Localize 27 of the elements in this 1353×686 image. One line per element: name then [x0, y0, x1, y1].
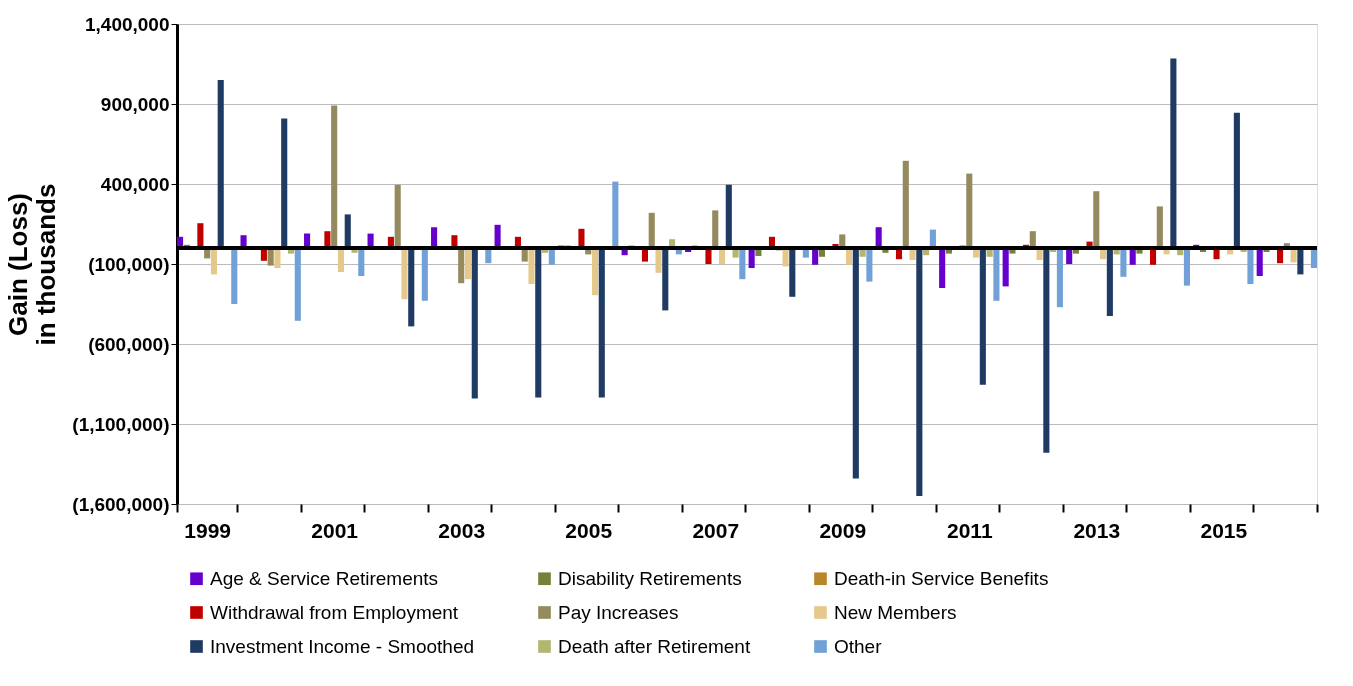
y-tick-label: (1,100,000) — [72, 413, 170, 435]
y-tick-label: (100,000) — [88, 253, 170, 275]
x-tick-label: 2013 — [1073, 518, 1121, 542]
legend-label: Other — [834, 635, 883, 657]
x-tick-label: 2005 — [565, 518, 613, 542]
legend-label: Pay Increases — [558, 601, 679, 623]
text: in thousands — [31, 183, 62, 346]
y-tick-label: (600,000) — [88, 333, 170, 355]
legend-label: Investment Income - Smoothed — [210, 635, 475, 657]
legend-label: Age & Service Retirements — [210, 567, 439, 589]
x-tick-label: 2015 — [1200, 518, 1248, 542]
x-tick-label: 2007 — [692, 518, 740, 542]
y-tick-label: (1,600,000) — [72, 493, 170, 515]
y-tick-label: 1,400,000 — [84, 13, 170, 35]
x-tick-label: 2001 — [311, 518, 359, 542]
legend-label: Disability Retirements — [558, 567, 742, 589]
x-tick-label: 1999 — [184, 518, 232, 542]
legend-label: Withdrawal from Employment — [210, 601, 459, 623]
legend-label: Death-in Service Benefits — [834, 567, 1049, 589]
y-tick-label: 400,000 — [100, 173, 170, 195]
x-tick-label: 2011 — [947, 518, 993, 542]
y-tick-label: 900,000 — [100, 93, 170, 115]
x-tick-label: 2009 — [819, 518, 867, 542]
legend-label: Death after Retirement — [558, 635, 751, 657]
y-axis-title: Gain (Loss) — [3, 192, 34, 337]
x-tick-label: 2003 — [438, 518, 486, 542]
legend-label: New Members — [834, 601, 957, 623]
